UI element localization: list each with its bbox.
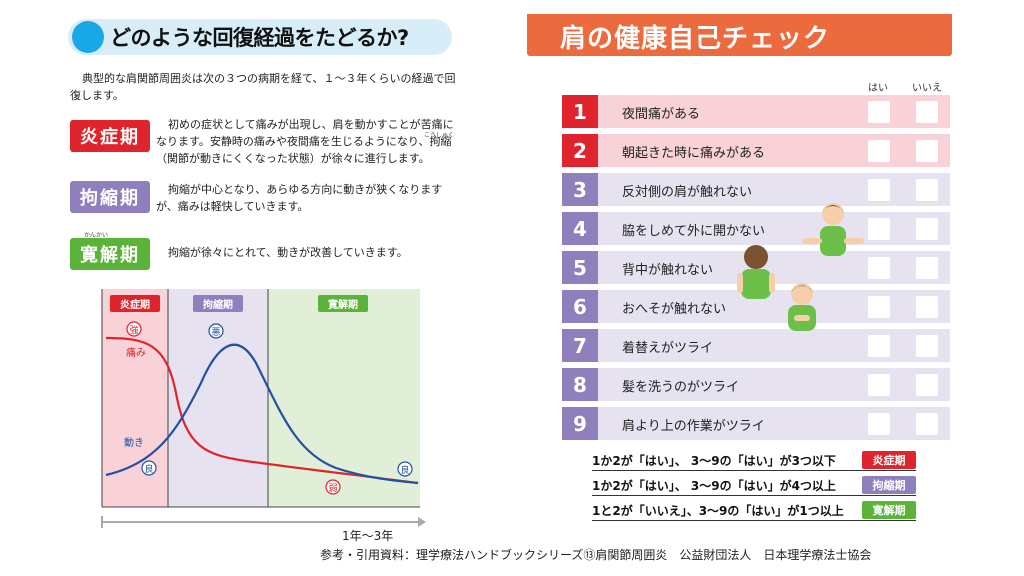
checklist-number: 1 [562, 95, 598, 128]
col-no: いいえ [912, 83, 942, 94]
checkbox-no[interactable] [916, 179, 938, 201]
phase-badge-contracture: 拘縮期 [70, 181, 150, 213]
checklist-item-text: 着替えがツライ [622, 341, 714, 356]
checklist-item-text: 髪を洗うのがツライ [622, 380, 740, 395]
checkbox-yes[interactable] [868, 374, 890, 396]
phase-bg-contracture [168, 289, 268, 507]
legend-text-2: 1か2が「はい」、 3〜9の「はい」が4つ以上 [592, 479, 836, 493]
checklist-item-text: 肩より上の作業がツライ [622, 419, 765, 434]
checklist-item-text: 反対側の肩が触れない [622, 185, 753, 200]
checklist-item-text: 夜間痛がある [622, 107, 701, 122]
legend-row-2: 1か2が「はい」、 3〜9の「はい」が4つ以上 拘縮期 [592, 474, 916, 496]
checklist-row: 4 脇をしめて外に開かない [562, 212, 950, 245]
checkbox-yes[interactable] [868, 257, 890, 279]
checklist-item-text: おへそが触れない [622, 302, 727, 317]
checklist-row: 1 夜間痛がある [562, 95, 950, 128]
checkbox-no[interactable] [916, 335, 938, 357]
mark-strong: 強 [129, 324, 138, 336]
checklist-number: 6 [562, 290, 598, 323]
timeline-label: 1年〜3年 [342, 529, 394, 543]
checklist-item-text: 脇をしめて外に開かない [622, 224, 766, 239]
phase-badge-remission: 寛解期 [70, 238, 150, 270]
title-banner [68, 19, 452, 55]
mark-bad: 悪 [211, 327, 220, 338]
person-illustration-arms-out [802, 203, 864, 256]
phase-badge-inflammation: 炎症期 [70, 120, 150, 152]
legend-badge-1: 炎症期 [862, 451, 916, 469]
checkbox-yes[interactable] [868, 101, 890, 123]
bullet-circle-icon [72, 21, 104, 53]
reference-footer: 参考・引用資料：理学療法ハンドブックシリーズ⑬肩関節周囲炎 公益財団法人 日本理… [320, 548, 872, 562]
checkbox-no[interactable] [916, 413, 938, 435]
checklist-row: 8 髪を洗うのがツライ [562, 368, 950, 401]
phase-desc-inflammation: 初めの症状として痛みが出現し、肩を動かすことが苦痛になります。安静時の痛みや夜間… [156, 118, 454, 165]
checkbox-yes[interactable] [868, 335, 890, 357]
checkbox-yes[interactable] [868, 140, 890, 162]
checklist-number: 3 [562, 173, 598, 206]
legend-row-3: 1と2が「いいえ」、3〜9の「はい」が1つ以上 寛解期 [592, 499, 916, 521]
checkbox-yes[interactable] [868, 179, 890, 201]
person-illustration-back [737, 245, 775, 299]
legend-badge-2: 拘縮期 [862, 476, 916, 494]
checklist-number: 7 [562, 329, 598, 362]
checkbox-no[interactable] [916, 257, 938, 279]
recovery-chart: 炎症期 拘縮期 寛解期 強 痛み 悪 動き 良 良 弱 [101, 289, 426, 528]
checklist-number: 5 [562, 251, 598, 284]
mark-good-start: 良 [144, 463, 153, 475]
pain-curve [105, 336, 419, 485]
checklist-number: 8 [562, 368, 598, 401]
motion-curve [105, 343, 419, 485]
chart-label-contracture: 拘縮期 [203, 298, 233, 311]
col-yes: はい [868, 83, 888, 94]
intro-paragraph: 典型的な肩関節周囲炎は次の３つの病期を経て、１～３年くらいの経過で回復します。 [70, 72, 456, 102]
legend-badge-3: 寛解期 [862, 501, 916, 519]
checklist-row: 2 朝起きた時に痛みがある [562, 134, 950, 167]
checklist-row: 9 肩より上の作業がツライ [562, 407, 950, 440]
checklist-number: 2 [562, 134, 598, 167]
person-illustration-front [788, 283, 816, 331]
phase-desc-contracture: 拘縮が中心となり、あらゆる方向に動きが狭くなりますが、痛みは軽快していきます。 [156, 183, 443, 213]
checklist-row: 3 反対側の肩が触れない [562, 173, 950, 206]
checklist-title: 肩の健康自己チェック [560, 24, 831, 54]
checkbox-no[interactable] [916, 374, 938, 396]
chart-label-inflammation: 炎症期 [120, 298, 150, 311]
legend-text-3: 1と2が「いいえ」、3〜9の「はい」が1つ以上 [592, 504, 844, 518]
mark-good-end: 良 [400, 464, 409, 476]
chart-label-remission: 寛解期 [328, 298, 358, 311]
checkbox-no[interactable] [916, 296, 938, 318]
checkbox-yes[interactable] [868, 296, 890, 318]
checklist-header [527, 14, 952, 56]
ruby-kankai: かんかい [84, 232, 109, 239]
checklist-number: 9 [562, 407, 598, 440]
checklist-number: 4 [562, 212, 598, 245]
legend-row-1: 1か2が「はい」、 3〜9の「はい」が3つ以下 炎症期 [592, 449, 916, 471]
checkbox-no[interactable] [916, 140, 938, 162]
checklist-item-text: 背中が触れない [622, 263, 714, 278]
checkbox-no[interactable] [916, 218, 938, 240]
legend-text-1: 1か2が「はい」、 3〜9の「はい」が3つ以下 [592, 454, 836, 468]
phase-desc-remission: 拘縮が徐々にとれて、動きが改善していきます。 [168, 246, 408, 259]
page-title: どのような回復経過をたどるか? [110, 26, 409, 50]
mark-weak: 弱 [328, 483, 337, 494]
ruby-kousyuku: こうしゅく [424, 132, 455, 139]
checkbox-no[interactable] [916, 101, 938, 123]
checkbox-yes[interactable] [868, 413, 890, 435]
checkbox-yes[interactable] [868, 218, 890, 240]
motion-label: 動き [124, 436, 144, 449]
checklist-row: 7 着替えがツライ [562, 329, 950, 362]
pain-label: 痛み [126, 346, 146, 359]
checklist-item-text: 朝起きた時に痛みがある [622, 146, 766, 161]
